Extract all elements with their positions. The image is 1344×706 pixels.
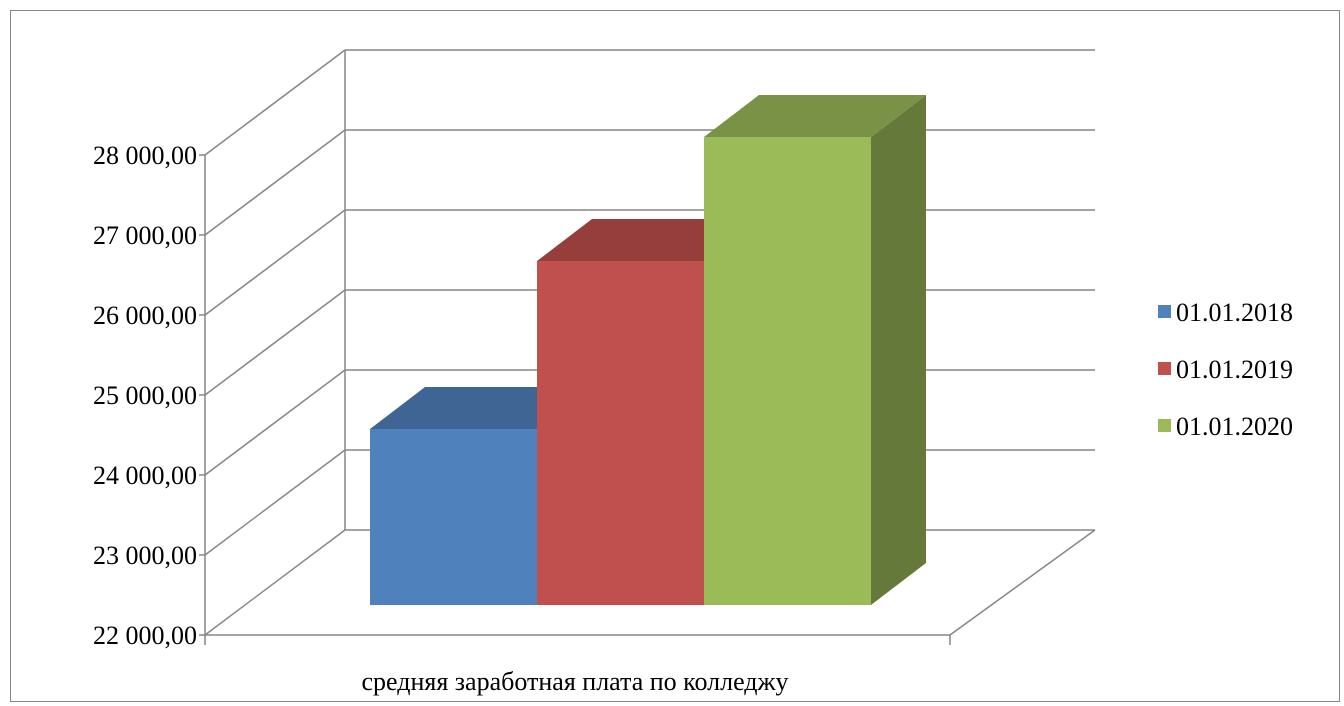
y-tick-label: 24 000,00 bbox=[93, 461, 197, 490]
legend-swatch bbox=[1158, 362, 1171, 375]
y-tick-label: 27 000,00 bbox=[93, 221, 197, 250]
bar-front-face bbox=[537, 261, 704, 605]
legend-label: 01.01.2020 bbox=[1176, 412, 1293, 441]
side-wall-gridline bbox=[204, 209, 346, 316]
y-axis-tick-labels: 22 000,00 23 000,00 24 000,00 25 000,00 26 0… bbox=[93, 141, 197, 650]
legend: 01.01.2018 01.01.2019 01.01.2020 bbox=[1158, 298, 1293, 441]
side-wall-gridline bbox=[204, 369, 346, 476]
legend-label: 01.01.2018 bbox=[1176, 298, 1293, 327]
side-wall-gridline bbox=[204, 449, 346, 556]
bar-side-face bbox=[871, 95, 926, 605]
side-wall-gridline bbox=[204, 289, 346, 396]
legend-swatch bbox=[1158, 305, 1171, 318]
x-axis-category-labels: средняя заработная плата по колледжу bbox=[361, 667, 788, 696]
y-tick-label: 25 000,00 bbox=[93, 381, 197, 410]
bar-front-face bbox=[370, 429, 537, 605]
bar-01.01.2020 bbox=[704, 95, 926, 605]
legend-swatch bbox=[1158, 419, 1171, 432]
y-tick-label: 26 000,00 bbox=[93, 301, 197, 330]
chart-frame bbox=[10, 10, 1340, 702]
bar-top-face bbox=[537, 219, 759, 261]
bar-front-face bbox=[704, 137, 871, 605]
bar-top-face bbox=[704, 95, 926, 137]
y-tick-label: 22 000,00 bbox=[93, 621, 197, 650]
y-tick-label: 23 000,00 bbox=[93, 541, 197, 570]
legend-label: 01.01.2019 bbox=[1176, 355, 1293, 384]
side-wall-gridline bbox=[204, 129, 346, 236]
chart-bars bbox=[370, 95, 926, 605]
y-tick-label: 28 000,00 bbox=[93, 141, 197, 170]
floor-right-edge bbox=[949, 529, 1096, 636]
side-wall-gridline bbox=[204, 49, 346, 156]
side-wall-gridline bbox=[204, 529, 346, 636]
bar-top-face bbox=[370, 387, 592, 429]
x-category-label: средняя заработная плата по колледжу bbox=[361, 667, 788, 696]
